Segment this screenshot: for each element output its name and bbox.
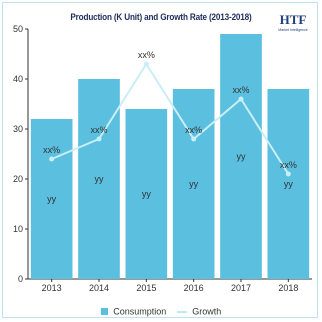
bar-2018 bbox=[267, 89, 310, 279]
legend-label-consumption: Consumption bbox=[113, 306, 167, 317]
x-tick-label: 2018 bbox=[278, 283, 298, 293]
chart-title: Production (K Unit) and Growth Rate (201… bbox=[70, 12, 252, 23]
y-tick-label: 50 bbox=[13, 24, 23, 34]
bar-data-label: yy bbox=[95, 174, 105, 184]
growth-data-label: xx% bbox=[280, 160, 297, 170]
x-tick-label: 2016 bbox=[184, 283, 204, 293]
bar-data-label: yy bbox=[47, 194, 57, 204]
x-tick-label: 2013 bbox=[42, 283, 62, 293]
growth-line bbox=[51, 62, 290, 175]
growth-data-label: xx% bbox=[232, 85, 249, 95]
y-tick-label: 0 bbox=[18, 274, 23, 284]
growth-point-2017 bbox=[238, 96, 244, 102]
legend-swatch-consumption bbox=[100, 308, 108, 316]
y-tick-label: 30 bbox=[13, 124, 23, 134]
growth-data-label: xx% bbox=[90, 125, 107, 135]
legend: Consumption Growth bbox=[0, 306, 322, 317]
bar-2013 bbox=[30, 119, 73, 279]
growth-data-label: xx% bbox=[43, 145, 60, 155]
growth-data-label: xx% bbox=[138, 50, 155, 60]
bar-2016 bbox=[172, 89, 215, 279]
x-tick-label: 2015 bbox=[136, 283, 156, 293]
x-tick-label: 2014 bbox=[89, 283, 109, 293]
bar-data-label: yy bbox=[189, 179, 199, 189]
htf-logo: HTF Market Intelligence bbox=[276, 6, 310, 36]
legend-swatch-growth bbox=[176, 310, 187, 313]
bar-2017 bbox=[220, 34, 262, 279]
y-tick-label: 10 bbox=[13, 224, 23, 234]
bar-2014 bbox=[78, 79, 120, 279]
growth-point-2013 bbox=[49, 156, 55, 162]
y-tick-label: 40 bbox=[13, 74, 23, 84]
growth-point-2018 bbox=[285, 171, 291, 177]
bar-data-label: yy bbox=[142, 189, 152, 199]
logo-subtext: Market Intelligence bbox=[278, 28, 308, 32]
legend-label-growth: Growth bbox=[192, 306, 222, 317]
bar-2015 bbox=[125, 109, 168, 279]
growth-point-2016 bbox=[191, 136, 197, 142]
y-tick-label: 20 bbox=[13, 174, 23, 184]
growth-point-2015 bbox=[143, 61, 149, 67]
growth-point-2014 bbox=[96, 136, 102, 142]
logo-text: HTF bbox=[279, 12, 307, 27]
x-tick-label: 2017 bbox=[231, 283, 251, 293]
bar-data-label: yy bbox=[284, 179, 294, 189]
bar-data-label: yy bbox=[237, 152, 247, 162]
growth-data-label: xx% bbox=[185, 125, 202, 135]
